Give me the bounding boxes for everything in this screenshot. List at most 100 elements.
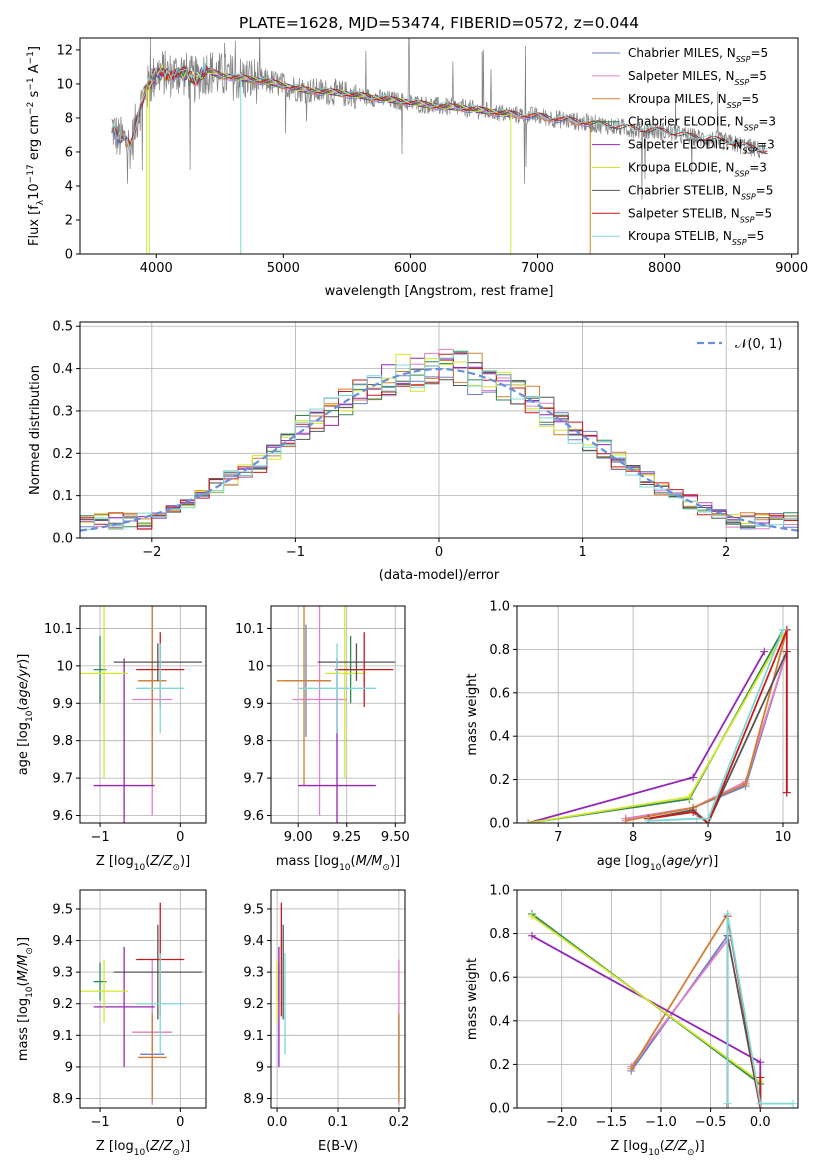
age-mass-xtick-label: 9.50 <box>381 830 410 845</box>
residual-ytick-label: 0.4 <box>52 362 73 377</box>
spectrum-legend-label: Kroupa STELIB, NSSP=5 <box>628 229 764 247</box>
mass-ebv-panel: 0.0 0.1 0.2 8.9 9 9.1 9.2 9.3 9.4 9.5 E(B-V) <box>243 889 409 1154</box>
age-mass-panel: 9.00 9.25 9.50 9.6 9.7 9.8 9.9 10 10.1 mass [log1… <box>235 605 410 873</box>
age-mass-ytick-label: 10 <box>247 659 264 674</box>
residual-xtick-label: −2 <box>142 545 161 560</box>
mass-z-ytick-label: 9.2 <box>52 997 73 1012</box>
mass-z-xlabel: Z [log10(Z/Z⊙)] <box>96 1139 190 1158</box>
mass-z-plot-area <box>80 902 202 1105</box>
residual-panel: −2 −1 0 1 2 0.0 0.1 0.2 0.3 0.4 0.5 (data-model)/er… <box>28 320 799 583</box>
spectrum-ytick-label: 4 <box>65 179 73 194</box>
mass-ebv-ytick-label: 9.4 <box>243 934 264 949</box>
residual-ytick-label: 0.3 <box>52 404 73 419</box>
spectrum-ytick-label: 6 <box>65 145 73 160</box>
spectrum-model-line-salpeter_elodie <box>143 65 510 118</box>
weight-z-xtick-label: −2.0 <box>546 1115 578 1130</box>
spectrum-ytick-label: 2 <box>65 213 73 228</box>
spectrum-xtick-label: 8000 <box>648 261 681 276</box>
spectrum-legend-label: Kroupa MILES, NSSP=5 <box>628 92 759 110</box>
weight-age-ytick-label: 0.2 <box>489 773 510 788</box>
age-mass-ytick-label: 9.9 <box>243 697 264 712</box>
spectrum-xlabel: wavelength [Angstrom, rest frame] <box>325 284 554 299</box>
weight-age-xtick-label: 7 <box>554 830 562 845</box>
weight-z-line-kroupa_elodie <box>531 915 762 1108</box>
age-z-frame <box>79 605 207 824</box>
spectrum-model-line-kroupa_elodie <box>143 64 510 117</box>
weight-age-xlabel: age [log10(age/yr)] <box>597 854 719 873</box>
age-z-panel: −1 0 9.6 9.7 9.8 9.9 10 10.1 Z [log10(Z/Z⊙)] age … <box>16 605 207 873</box>
spectrum-legend-label: Chabrier MILES, NSSP=5 <box>628 46 768 64</box>
weight-z-ytick-label: 0.6 <box>489 971 510 986</box>
age-z-ytick-label: 9.9 <box>52 697 73 712</box>
weight-z-ytick-label: 0.4 <box>489 1014 510 1029</box>
mass-z-ytick-label: 9.4 <box>52 934 73 949</box>
age-z-ytick-label: 9.8 <box>52 734 73 749</box>
mass-ebv-ytick-label: 9.3 <box>243 966 264 981</box>
spectrum-data-line <box>111 38 767 200</box>
mass-z-ytick-label: 9.3 <box>52 966 73 981</box>
age-mass-xtick-label: 9.00 <box>284 830 313 845</box>
mass-z-xtick-label: 0 <box>176 1115 184 1130</box>
mass-ebv-xlabel: E(B-V) <box>318 1139 358 1154</box>
spectrum-ytick-label: 0 <box>65 248 73 263</box>
weight-age-ytick-label: 0.8 <box>489 643 510 658</box>
weight-z-panel: −2.0 −1.5 −1.0 −0.5 0.0 0.0 0.2 0.4 0.6 0.8 1.0 Z [… <box>465 884 799 1158</box>
spectrum-model-line-kroupa_stelib <box>111 60 768 151</box>
weight-age-ytick-label: 1.0 <box>489 600 510 615</box>
weight-z-line-kroupa_miles <box>630 910 729 1108</box>
spectrum-ylabel: Flux [fλ10−17 erg cm−2 s−1 A−1] <box>26 46 46 246</box>
spectrum-ytick-label: 10 <box>56 77 73 92</box>
residual-xtick-label: −1 <box>286 545 305 560</box>
age-z-xtick-label: 0 <box>176 830 184 845</box>
spectrum-xtick-label: 7000 <box>521 261 554 276</box>
spectrum-frame <box>79 37 799 255</box>
weight-z-xtick-label: −1.5 <box>596 1115 628 1130</box>
mass-ebv-plot-area <box>276 902 400 1105</box>
spectrum-panel: 4000 5000 6000 7000 8000 9000 0 2 4 6 8 10 12 PLATE=1… <box>26 14 808 299</box>
residual-xtick-label: 0 <box>435 545 443 560</box>
weight-age-xtick-label: 10 <box>775 830 792 845</box>
residual-ytick-label: 0.0 <box>52 532 73 547</box>
mass-z-frame <box>79 889 207 1109</box>
weight-age-line-salpeter_stelib <box>647 629 788 823</box>
weight-z-xtick-label: −1.0 <box>645 1115 677 1130</box>
residual-xlabel: (data-model)/error <box>379 568 500 583</box>
spectrum-ytick-label: 12 <box>56 43 73 58</box>
weight-age-line-chabrier_miles <box>625 651 788 820</box>
weight-z-line-chabrier_miles <box>630 932 729 1108</box>
weight-z-ylabel: mass weight <box>465 958 480 1040</box>
age-z-xlabel: Z [log10(Z/Z⊙)] <box>96 854 190 873</box>
spectrum-title: PLATE=1628, MJD=53474, FIBERID=0572, z=0… <box>239 14 639 32</box>
weight-age-ytick-label: 0.4 <box>489 730 510 745</box>
residual-xtick-label: 1 <box>578 545 586 560</box>
mass-z-panel: −1 0 8.9 9 9.1 9.2 9.3 9.4 9.5 Z [log10(Z/Z⊙)] mas… <box>16 889 207 1158</box>
residual-histogram-kroupa_stelib <box>80 351 798 538</box>
weight-z-line-salpeter_elodie <box>531 935 762 1108</box>
mass-ebv-xtick-label: 0.0 <box>267 1115 288 1130</box>
mass-ebv-ytick-label: 9.5 <box>243 902 264 917</box>
spectrum-legend-label: Chabrier STELIB, NSSP=5 <box>628 183 773 201</box>
age-mass-ytick-label: 9.7 <box>243 772 264 787</box>
mass-z-ytick-label: 9.1 <box>52 1029 73 1044</box>
mass-z-xtick-label: −1 <box>90 1115 109 1130</box>
age-z-ytick-label: 10.1 <box>44 622 73 637</box>
mass-z-ytick-label: 8.9 <box>52 1092 73 1107</box>
spectrum-xtick-label: 5000 <box>267 261 300 276</box>
mass-z-ytick-label: 9 <box>65 1060 73 1075</box>
weight-z-xtick-label: −0.5 <box>695 1115 727 1130</box>
weight-z-ytick-label: 0.0 <box>489 1102 510 1117</box>
mass-ebv-ytick-label: 9.1 <box>243 1029 264 1044</box>
age-z-plot-area <box>80 606 202 823</box>
spectrum-model-line-chabrier_stelib <box>111 65 768 155</box>
age-mass-ytick-label: 9.6 <box>243 809 264 824</box>
normal-curve <box>80 367 798 532</box>
weight-z-ytick-label: 0.2 <box>489 1058 510 1073</box>
residual-xtick-label: 2 <box>722 545 730 560</box>
spectrum-plot-area <box>111 38 768 254</box>
mass-ebv-ytick-label: 9.2 <box>243 997 264 1012</box>
mass-ebv-ytick-label: 9 <box>256 1060 264 1075</box>
residual-plot-area <box>80 348 798 538</box>
spectrum-legend-label: Salpeter MILES, NSSP=5 <box>628 69 767 87</box>
age-mass-plot-area <box>276 606 396 823</box>
